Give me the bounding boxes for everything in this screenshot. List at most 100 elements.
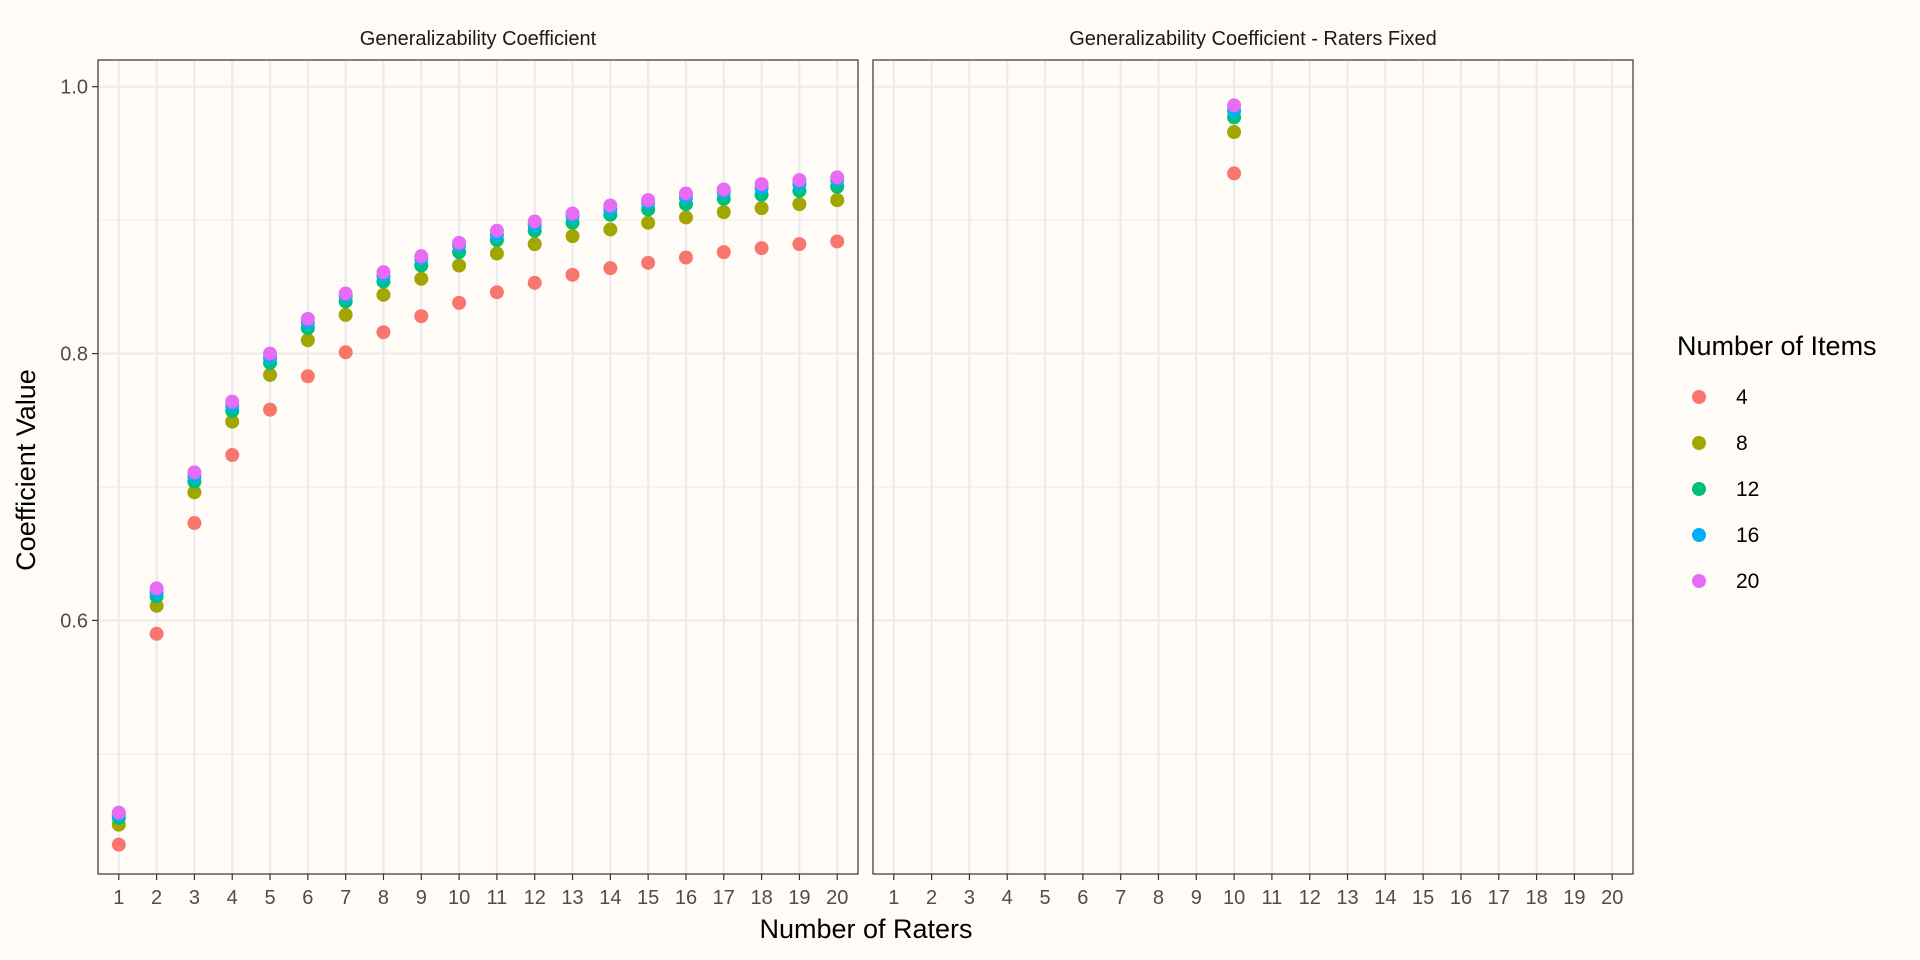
data-point-items-8 bbox=[678, 210, 693, 225]
data-point-items-8 bbox=[414, 271, 429, 286]
data-point-items-8 bbox=[641, 215, 656, 230]
x-tick-label: 2 bbox=[926, 887, 937, 909]
y-tick-label: 0.8 bbox=[60, 344, 88, 366]
data-point-items-4 bbox=[641, 255, 656, 270]
panel-title: Generalizability Coefficient - Raters Fi… bbox=[1069, 28, 1437, 50]
x-tick-label: 19 bbox=[788, 887, 810, 909]
data-point-items-8 bbox=[527, 237, 542, 252]
x-tick-label: 5 bbox=[1039, 887, 1050, 909]
legend-key-8 bbox=[1692, 436, 1706, 450]
legend-key-12 bbox=[1692, 482, 1706, 496]
legend-key-16 bbox=[1692, 528, 1706, 542]
x-tick-label: 9 bbox=[1191, 887, 1202, 909]
data-point-items-20 bbox=[565, 206, 580, 221]
legend: Number of Items 4 8 12 16 20 bbox=[1677, 331, 1877, 593]
data-point-items-4 bbox=[414, 309, 429, 324]
data-point-items-8 bbox=[338, 307, 353, 322]
panel-background bbox=[98, 60, 858, 874]
x-tick-label: 3 bbox=[964, 887, 975, 909]
x-tick-label: 12 bbox=[524, 887, 546, 909]
data-point-items-8 bbox=[300, 333, 315, 348]
data-point-items-8 bbox=[263, 367, 278, 382]
data-point-items-20 bbox=[641, 193, 656, 208]
x-tick-label: 9 bbox=[416, 887, 427, 909]
x-tick-label: 1 bbox=[888, 887, 899, 909]
data-point-items-20 bbox=[1227, 98, 1242, 113]
data-point-items-4 bbox=[338, 345, 353, 360]
data-point-items-4 bbox=[716, 245, 731, 260]
x-tick-label: 4 bbox=[1002, 887, 1013, 909]
panel-generalizability-coefficient: Generalizability Coefficient 1 2 3 4 5 6 7 8 9 10… bbox=[97, 28, 859, 909]
data-point-items-20 bbox=[376, 265, 391, 280]
data-point-items-8 bbox=[830, 193, 845, 208]
x-tick-label: 20 bbox=[1601, 887, 1623, 909]
x-tick-label: 20 bbox=[826, 887, 848, 909]
panel-raters-fixed: Generalizability Coefficient - Raters Fi… bbox=[872, 28, 1634, 909]
data-point-items-8 bbox=[716, 205, 731, 220]
data-point-items-4 bbox=[187, 516, 202, 531]
legend-label-12: 12 bbox=[1736, 478, 1759, 501]
x-tick-label: 6 bbox=[302, 887, 313, 909]
x-tick-label: 6 bbox=[1077, 887, 1088, 909]
data-point-items-20 bbox=[263, 346, 278, 361]
data-point-items-20 bbox=[338, 286, 353, 301]
x-tick-label: 15 bbox=[1412, 887, 1434, 909]
x-tick-label: 10 bbox=[1223, 887, 1245, 909]
y-tick-label: 1.0 bbox=[60, 77, 88, 99]
x-tick-label: 2 bbox=[151, 887, 162, 909]
data-point-items-20 bbox=[149, 581, 164, 596]
legend-label-20: 20 bbox=[1736, 570, 1759, 593]
x-tick-label: 4 bbox=[227, 887, 238, 909]
data-point-items-4 bbox=[489, 285, 504, 300]
legend-label-8: 8 bbox=[1736, 432, 1748, 455]
data-point-items-4 bbox=[678, 250, 693, 265]
x-tick-label: 16 bbox=[1450, 887, 1472, 909]
legend-label-16: 16 bbox=[1736, 524, 1759, 547]
x-tick-label: 18 bbox=[750, 887, 772, 909]
data-point-items-4 bbox=[111, 837, 126, 852]
data-point-items-4 bbox=[263, 402, 278, 417]
x-tick-label: 14 bbox=[599, 887, 621, 909]
data-point-items-20 bbox=[489, 223, 504, 238]
x-tick-label: 15 bbox=[637, 887, 659, 909]
y-axis-title: Coefficient Value bbox=[11, 369, 41, 571]
x-tick-label: 13 bbox=[561, 887, 583, 909]
data-point-items-20 bbox=[678, 186, 693, 201]
y-axis-ticks: 0.6 0.8 1.0 bbox=[60, 77, 98, 632]
x-tick-label: 5 bbox=[264, 887, 275, 909]
data-point-items-20 bbox=[603, 198, 618, 213]
data-point-items-4 bbox=[376, 325, 391, 340]
data-point-items-8 bbox=[754, 201, 769, 216]
data-point-items-4 bbox=[452, 295, 467, 310]
data-point-items-20 bbox=[754, 177, 769, 192]
panel-title: Generalizability Coefficient bbox=[360, 28, 597, 50]
data-point-items-8 bbox=[792, 197, 807, 212]
x-tick-label: 12 bbox=[1299, 887, 1321, 909]
panel-border bbox=[97, 59, 859, 875]
data-point-items-8 bbox=[225, 414, 240, 429]
x-tick-label: 19 bbox=[1563, 887, 1585, 909]
data-point-items-4 bbox=[792, 237, 807, 252]
x-tick-label: 8 bbox=[1153, 887, 1164, 909]
data-point-items-4 bbox=[754, 241, 769, 256]
panel-background bbox=[873, 60, 1633, 874]
data-point-items-8 bbox=[489, 246, 504, 261]
data-point-items-8 bbox=[565, 229, 580, 244]
data-point-items-4 bbox=[1227, 166, 1242, 181]
x-tick-label: 11 bbox=[1262, 887, 1283, 909]
x-tick-label: 8 bbox=[378, 887, 389, 909]
data-point-items-4 bbox=[225, 447, 240, 462]
data-point-items-8 bbox=[1227, 125, 1242, 140]
data-point-items-8 bbox=[452, 258, 467, 273]
legend-key-20 bbox=[1692, 574, 1706, 588]
x-tick-label: 7 bbox=[1115, 887, 1126, 909]
x-tick-label: 3 bbox=[189, 887, 200, 909]
x-tick-label: 18 bbox=[1525, 887, 1547, 909]
data-point-items-20 bbox=[716, 182, 731, 197]
data-point-items-4 bbox=[300, 369, 315, 384]
data-point-items-20 bbox=[830, 170, 845, 185]
x-tick-label: 17 bbox=[713, 887, 735, 909]
data-point-items-20 bbox=[300, 311, 315, 326]
x-tick-label: 16 bbox=[675, 887, 697, 909]
